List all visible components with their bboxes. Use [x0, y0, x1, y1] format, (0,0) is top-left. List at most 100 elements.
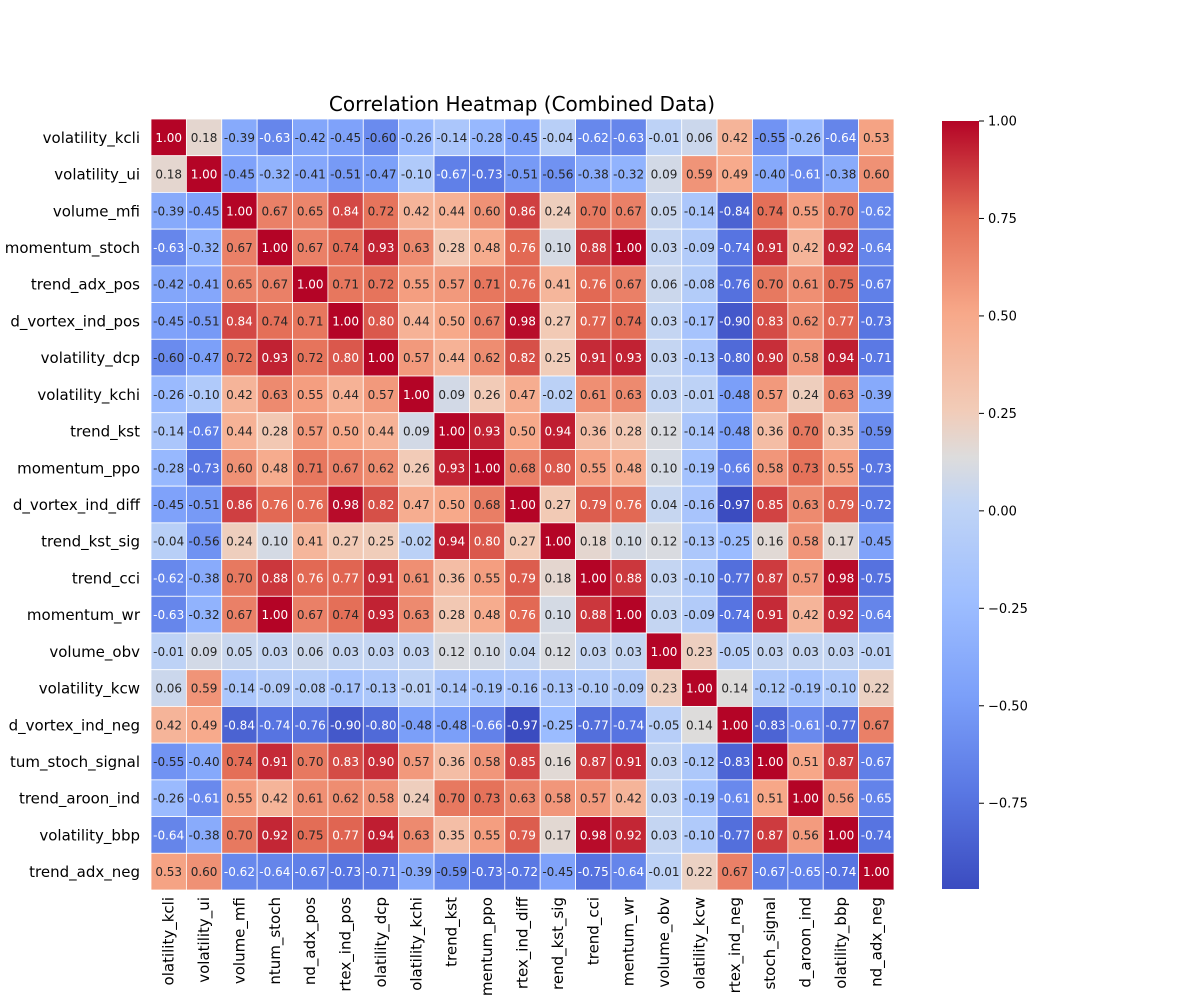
cell-value-label: -0.10	[684, 828, 715, 842]
cell-value-label: -0.73	[472, 865, 503, 879]
heatmap-cell	[398, 485, 435, 524]
cell-value-label: -0.09	[259, 682, 290, 696]
cell-value-label: -0.59	[861, 425, 892, 439]
heatmap-cell	[256, 375, 293, 414]
cell-value-label: 0.74	[757, 204, 784, 218]
heatmap-cell	[752, 742, 789, 781]
cell-value-label: 0.82	[368, 498, 395, 512]
cell-value-label: 1.00	[261, 241, 288, 255]
heatmap-cell	[822, 559, 860, 597]
cell-value-label: -0.38	[189, 828, 220, 842]
cell-value-label: 0.12	[438, 645, 465, 659]
cell-value-label: -0.64	[613, 865, 644, 879]
heatmap-cell	[362, 816, 400, 854]
cell-value-label: 0.80	[368, 314, 395, 328]
cell-value-label: 0.03	[403, 645, 430, 659]
cell-value-label: -0.25	[719, 535, 750, 549]
cell-value-label: -0.73	[189, 461, 220, 475]
cell-value-label: -0.19	[790, 682, 821, 696]
cell-value-label: 0.51	[792, 755, 819, 769]
cell-value-label: 0.79	[509, 571, 536, 585]
cell-value-label: 0.18	[155, 168, 182, 182]
heatmap-cell	[575, 265, 612, 303]
column-tick-label: rtex_ind_diff	[514, 896, 533, 989]
column-labels: olatility_kcli volatility_ui volume_mfi ntu…	[160, 896, 887, 996]
cell-value-label: -0.62	[224, 865, 255, 879]
cell-value-label: -0.67	[755, 865, 786, 879]
cell-value-label: -0.41	[189, 278, 220, 292]
heatmap-cell	[752, 118, 789, 157]
cell-value-label: -0.19	[684, 792, 715, 806]
cell-value-label: -0.51	[330, 168, 361, 182]
cell-value-label: 0.09	[438, 388, 465, 402]
heatmap-cell	[681, 779, 718, 817]
cell-value-label: 0.87	[757, 828, 784, 842]
heatmap-cell	[433, 375, 470, 414]
cell-value-label: -0.56	[542, 168, 573, 182]
heatmap-cell	[256, 816, 293, 854]
cell-value-label: 1.00	[474, 461, 501, 475]
cell-value-label: 0.76	[261, 498, 288, 512]
cell-value-label: 0.35	[438, 828, 465, 842]
column-tick-label: rtex_ind_neg	[726, 897, 745, 993]
cell-value-label: -0.51	[189, 498, 220, 512]
heatmap-cell	[256, 485, 293, 524]
cell-value-label: -0.32	[259, 168, 290, 182]
heatmap-cell	[716, 779, 753, 817]
heatmap-cell	[150, 265, 187, 303]
row-tick-label: volatility_kcli	[43, 129, 140, 148]
cell-value-label: 0.27	[545, 314, 572, 328]
cell-value-label: 0.55	[792, 204, 819, 218]
cell-value-label: 0.94	[545, 425, 572, 439]
cell-value-label: 0.42	[721, 131, 748, 145]
cell-value-label: 1.00	[721, 718, 748, 732]
heatmap-cell	[681, 338, 718, 377]
cell-value-label: 0.98	[580, 828, 607, 842]
cell-value-label: 0.42	[261, 792, 288, 806]
cell-value-label: -0.02	[401, 535, 432, 549]
heatmap-cell	[221, 192, 258, 230]
cell-value-label: 0.60	[863, 168, 890, 182]
cell-value-label: -0.39	[224, 131, 255, 145]
cell-value-label: -0.28	[472, 131, 503, 145]
heatmap-cell	[150, 192, 187, 230]
cell-value-label: 1.00	[651, 645, 678, 659]
cell-value-label: -0.97	[507, 718, 538, 732]
heatmap-cell	[362, 852, 400, 891]
cell-value-label: 0.72	[226, 351, 253, 365]
heatmap-cell	[398, 118, 435, 157]
cell-value-label: 0.03	[757, 645, 784, 659]
cell-value-label: 0.44	[368, 425, 395, 439]
cell-value-label: 0.62	[368, 461, 395, 475]
heatmap-cell	[504, 302, 541, 340]
cell-value-label: -0.01	[648, 131, 679, 145]
heatmap-cell	[787, 375, 824, 414]
heatmap-cell	[787, 118, 824, 157]
cell-value-label: 0.28	[615, 425, 642, 439]
cell-value-label: 0.18	[545, 571, 572, 585]
cell-value-label: -0.13	[542, 682, 573, 696]
cell-value-label: 0.14	[721, 682, 748, 696]
cell-value-label: -0.90	[719, 314, 750, 328]
heatmap-cell	[822, 485, 860, 524]
heatmap-cell	[398, 338, 435, 377]
cell-value-label: 0.50	[509, 425, 536, 439]
heatmap-cell	[150, 375, 187, 414]
cell-value-label: 0.63	[261, 388, 288, 402]
heatmap-cell	[575, 816, 612, 854]
cell-value-label: 0.75	[297, 828, 324, 842]
heatmap-cell	[858, 816, 895, 854]
heatmap-cell	[256, 265, 293, 303]
cell-value-label: 0.41	[297, 535, 324, 549]
cell-value-label: 0.92	[261, 828, 288, 842]
cell-value-label: 0.03	[332, 645, 359, 659]
heatmap-cell	[292, 595, 329, 634]
column-tick-label: mentum_wr	[620, 896, 639, 986]
cell-value-label: 0.67	[297, 608, 324, 622]
cell-value-label: 0.03	[651, 755, 678, 769]
heatmap-cell	[292, 632, 329, 671]
heatmap-cell	[256, 522, 293, 560]
heatmap-cell	[398, 706, 435, 744]
row-tick-label: tum_stoch_signal	[10, 753, 140, 772]
heatmap-cell	[504, 485, 541, 524]
